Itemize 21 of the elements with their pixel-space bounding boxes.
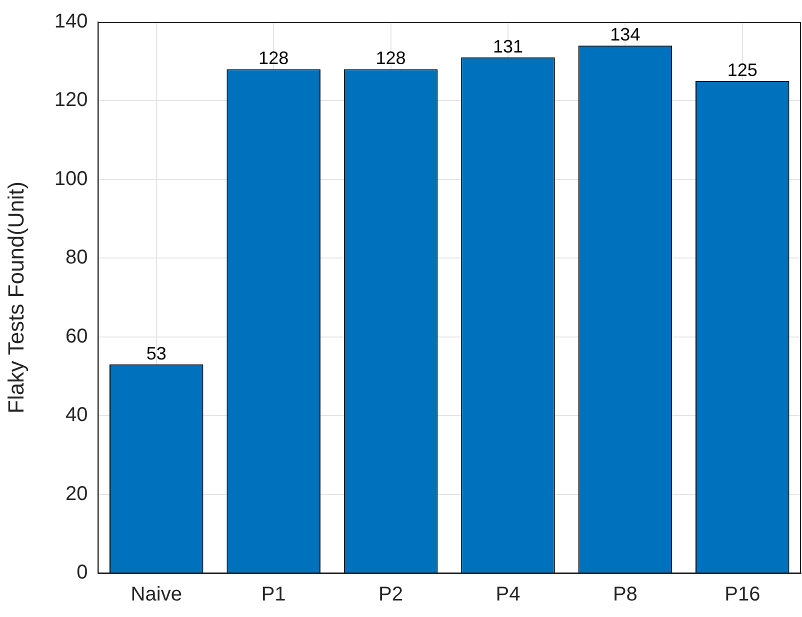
x-tick-label: Naive: [130, 584, 182, 606]
x-tick-label: P2: [378, 584, 404, 606]
data-label: 131: [492, 36, 524, 56]
y-tick-label: 60: [66, 325, 88, 348]
x-tick-label: P16: [724, 584, 760, 606]
data-label: 53: [146, 343, 166, 364]
y-tick-label: 80: [66, 246, 88, 269]
data-label: 128: [376, 48, 406, 68]
x-tick-label: P1: [261, 584, 286, 606]
y-tick-label: 140: [54, 10, 88, 33]
data-label: 125: [727, 60, 758, 80]
y-tick-label: 40: [66, 404, 88, 426]
y-tick-label: 20: [66, 482, 88, 505]
data-label: 128: [258, 48, 289, 68]
data-label: 134: [610, 24, 640, 45]
y-tick-label: 100: [54, 168, 88, 190]
y-axis-title: Flaky Tests Found(Unit): [3, 182, 28, 414]
y-tick-label: 0: [76, 562, 88, 584]
x-tick-label: P4: [496, 584, 520, 606]
y-tick-label: 120: [54, 89, 88, 112]
x-tick-label: P8: [612, 584, 638, 606]
